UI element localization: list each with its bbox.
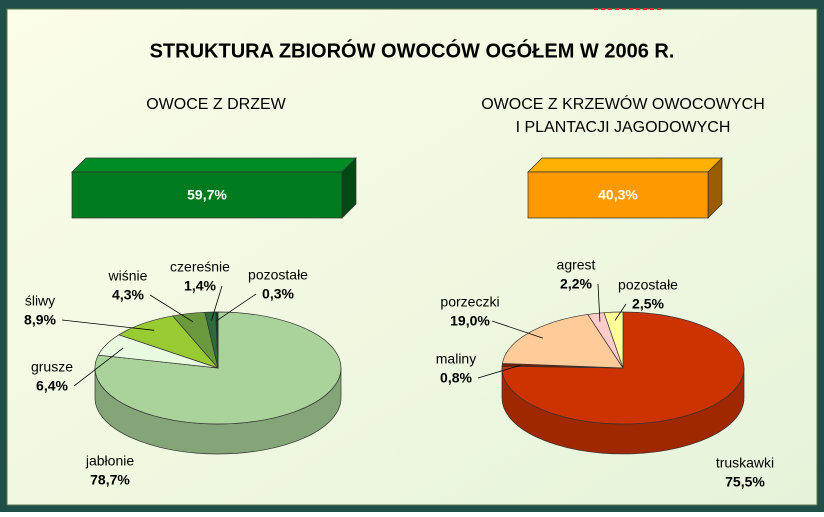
- slice-value: 8,9%: [24, 312, 56, 328]
- leader-line: [149, 294, 194, 323]
- leader-line: [614, 303, 627, 321]
- share-bar: [71, 171, 343, 219]
- share-bar: [527, 171, 709, 219]
- pie-title: I PLANTACJI JAGODOWYCH: [516, 119, 731, 136]
- slice-label: truskawki: [716, 455, 774, 471]
- share-label: 40,3%: [598, 187, 638, 203]
- slice-label: wiśnie: [108, 268, 148, 284]
- slice-label: grusze: [31, 359, 73, 375]
- slice-value: 78,7%: [90, 472, 130, 488]
- leader-line: [61, 319, 155, 331]
- pie-title: OWOCE Z DRZEW: [146, 96, 286, 113]
- slice: [215, 311, 219, 369]
- slice-value: 4,3%: [112, 287, 144, 303]
- share-bar-top: [71, 157, 357, 173]
- share-bar-top: [527, 157, 723, 173]
- slice-value: 0,8%: [440, 370, 472, 386]
- slice-value: 6,4%: [36, 378, 68, 394]
- slice-label: maliny: [436, 351, 476, 367]
- slice-value: 19,0%: [450, 313, 490, 329]
- slice-label: pozostałe: [618, 277, 678, 293]
- leader-line: [73, 347, 124, 387]
- chart-title: STRUKTURA ZBIORÓW OWOCÓW OGÓŁEM W 2006 R…: [150, 38, 675, 62]
- slice-label: śliwy: [25, 293, 55, 309]
- slice-label: jabłonie: [85, 453, 134, 469]
- slice-label: agrest: [557, 257, 596, 273]
- slice-value: 1,4%: [184, 278, 216, 294]
- slice-label: porzeczki: [440, 294, 499, 310]
- share-label: 59,7%: [187, 187, 227, 203]
- pie-title: OWOCE Z KRZEWÓW OWOCOWYCH: [481, 94, 765, 113]
- leader-line: [211, 285, 223, 321]
- slice-label: czereśnie: [170, 259, 230, 275]
- leader-line: [216, 293, 257, 321]
- leader-line: [491, 320, 544, 339]
- leader-line: [477, 364, 521, 379]
- slice-value: 2,5%: [632, 296, 664, 312]
- slice-value: 75,5%: [725, 474, 765, 490]
- slice-label: pozostałe: [248, 267, 308, 283]
- slice-value: 2,2%: [560, 276, 592, 292]
- leader-line: [597, 283, 601, 322]
- slice: [603, 311, 624, 369]
- slice: [501, 314, 624, 369]
- slice-value: 0,3%: [262, 286, 294, 302]
